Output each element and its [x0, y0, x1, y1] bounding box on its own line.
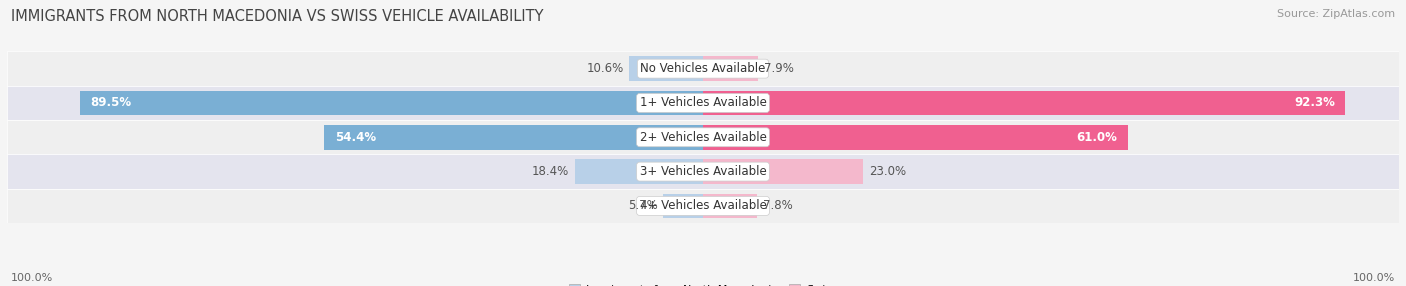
Text: 4+ Vehicles Available: 4+ Vehicles Available: [640, 199, 766, 212]
Bar: [703, 56, 758, 81]
Text: 2+ Vehicles Available: 2+ Vehicles Available: [640, 131, 766, 144]
Text: 7.8%: 7.8%: [763, 199, 793, 212]
Bar: [7, 189, 1399, 223]
Bar: [575, 159, 703, 184]
Legend: Immigrants from North Macedonia, Swiss: Immigrants from North Macedonia, Swiss: [569, 284, 837, 286]
Text: Source: ZipAtlas.com: Source: ZipAtlas.com: [1277, 9, 1395, 19]
Bar: [7, 51, 1399, 86]
Text: 100.0%: 100.0%: [11, 273, 53, 283]
Bar: [80, 91, 703, 115]
Bar: [7, 86, 1399, 120]
Text: 3+ Vehicles Available: 3+ Vehicles Available: [640, 165, 766, 178]
Bar: [325, 125, 703, 150]
Text: 7.9%: 7.9%: [763, 62, 793, 75]
Bar: [7, 154, 1399, 189]
Bar: [664, 194, 703, 218]
Text: 89.5%: 89.5%: [90, 96, 132, 110]
Bar: [7, 120, 1399, 154]
Text: 18.4%: 18.4%: [531, 165, 569, 178]
Bar: [703, 194, 758, 218]
Text: 92.3%: 92.3%: [1294, 96, 1334, 110]
Bar: [703, 159, 863, 184]
Bar: [630, 56, 703, 81]
Text: 23.0%: 23.0%: [869, 165, 905, 178]
Bar: [703, 125, 1128, 150]
Text: 1+ Vehicles Available: 1+ Vehicles Available: [640, 96, 766, 110]
Text: No Vehicles Available: No Vehicles Available: [640, 62, 766, 75]
Text: IMMIGRANTS FROM NORTH MACEDONIA VS SWISS VEHICLE AVAILABILITY: IMMIGRANTS FROM NORTH MACEDONIA VS SWISS…: [11, 9, 544, 23]
Text: 10.6%: 10.6%: [586, 62, 624, 75]
Bar: [703, 91, 1346, 115]
Text: 54.4%: 54.4%: [335, 131, 375, 144]
Text: 100.0%: 100.0%: [1353, 273, 1395, 283]
Text: 61.0%: 61.0%: [1076, 131, 1118, 144]
Text: 5.7%: 5.7%: [628, 199, 658, 212]
